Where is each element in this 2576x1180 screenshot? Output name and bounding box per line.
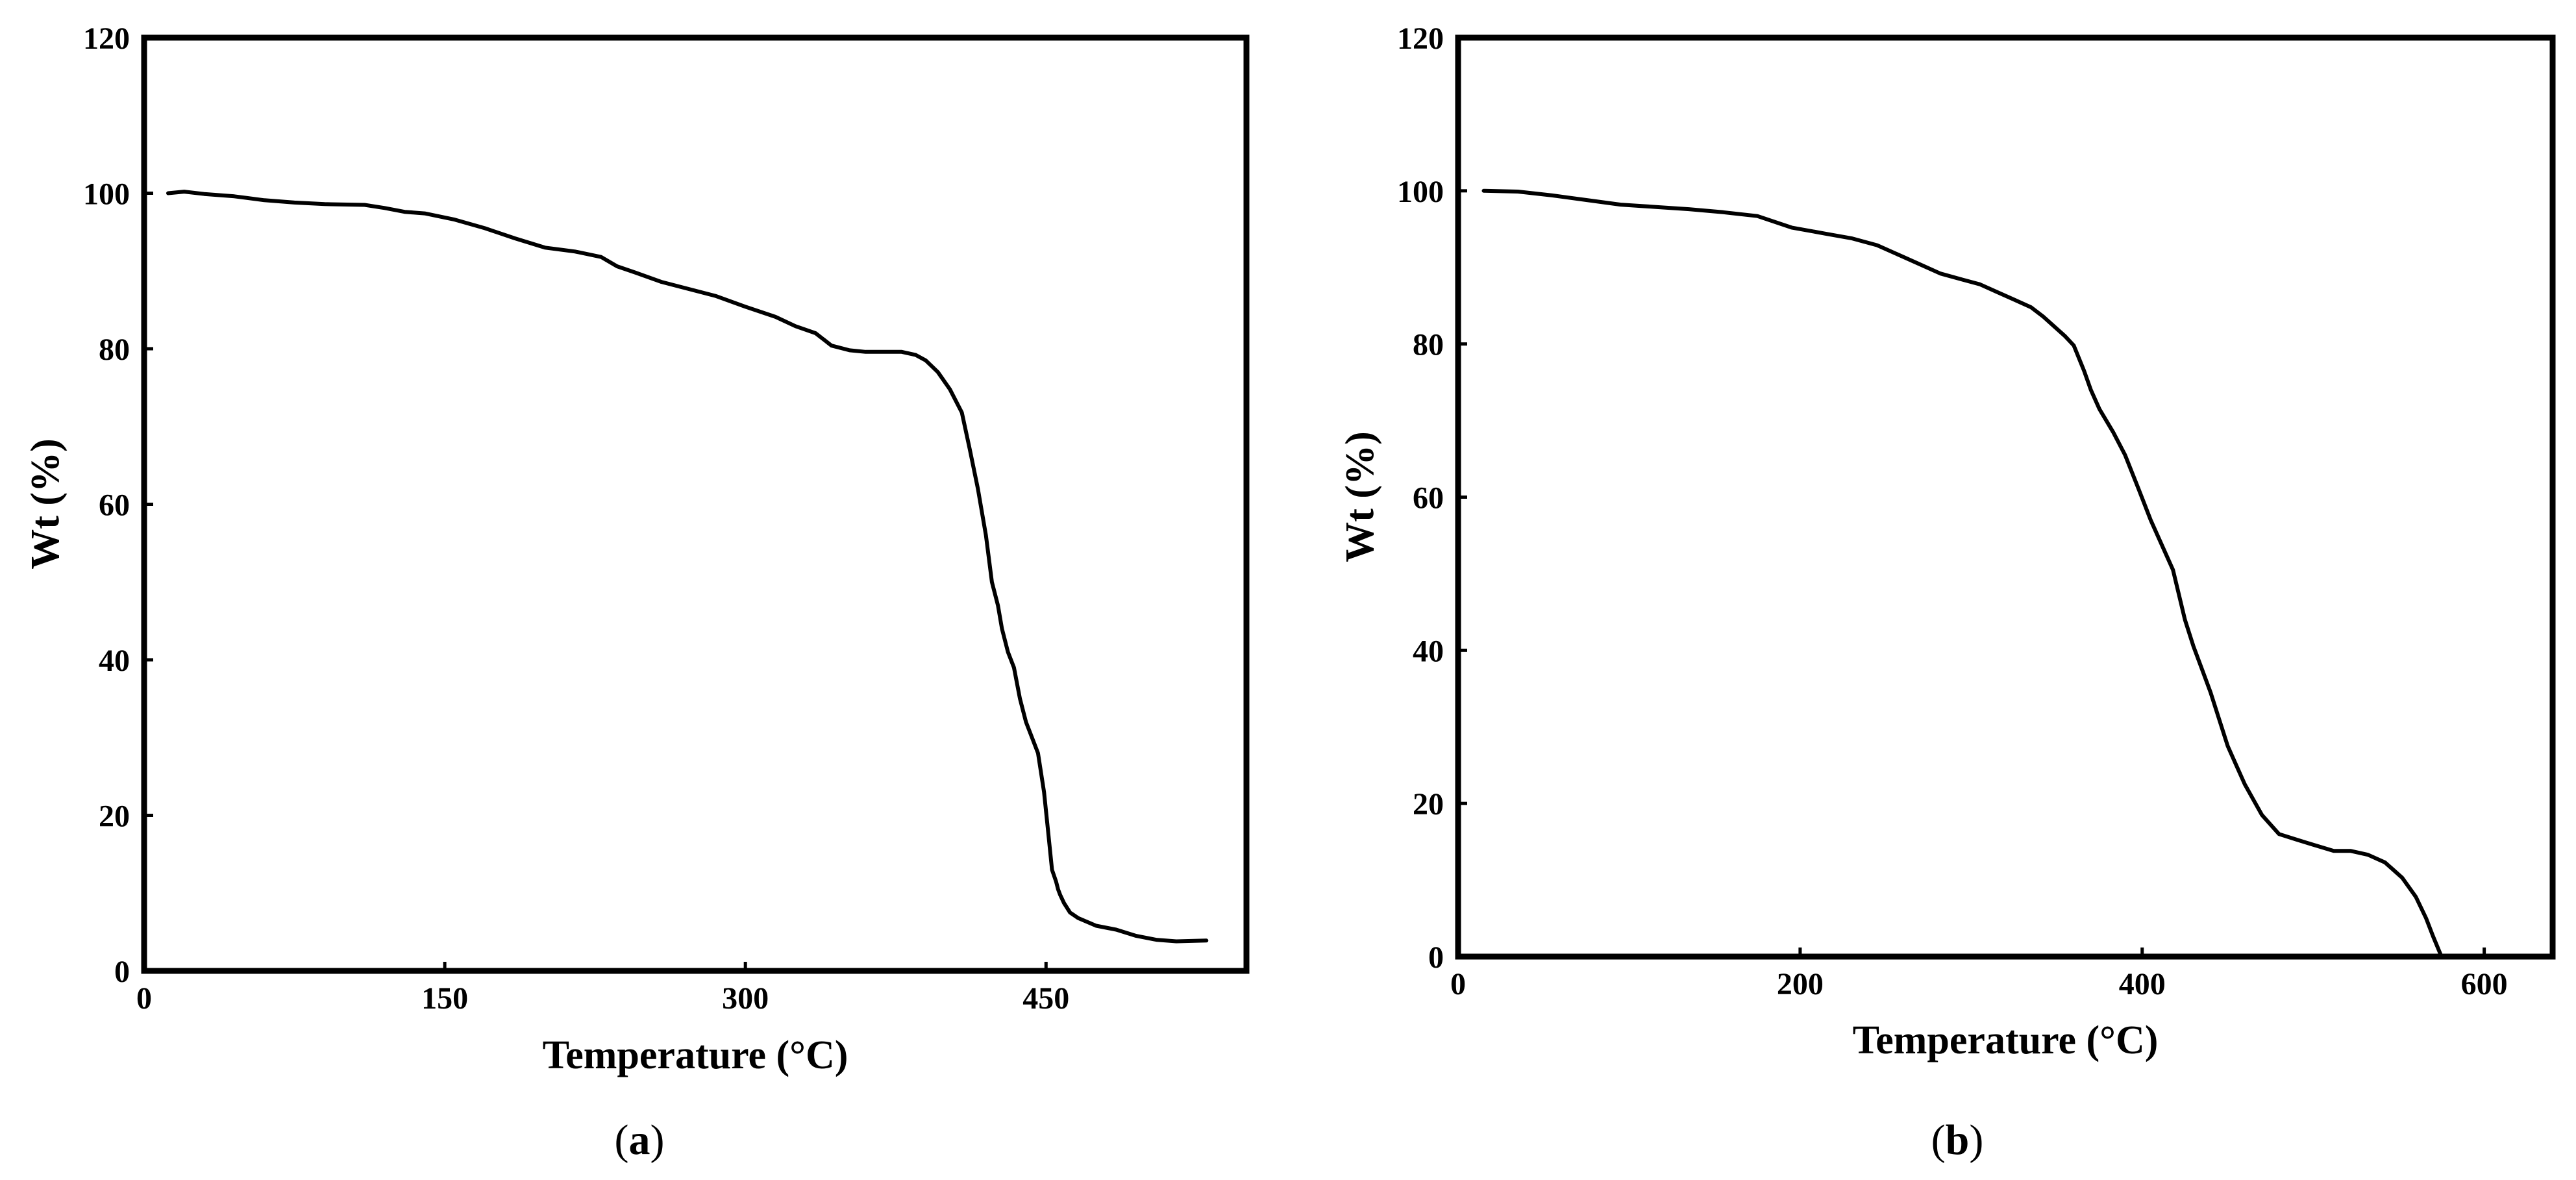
x-tick-label-a-3: 450 bbox=[1022, 981, 1069, 1016]
weight-loss-curve-b bbox=[1481, 188, 2444, 959]
y-tick-label-a-4: 80 bbox=[99, 333, 130, 367]
x-tick-label-a-1: 150 bbox=[421, 981, 468, 1016]
panel-label-a-letter: a bbox=[629, 1116, 650, 1164]
ticks-b: 0 200 400 600 0 20 40 60 80 100 120 bbox=[1397, 21, 2508, 1001]
plot-frame-a bbox=[141, 34, 1250, 974]
panel-label-b: (b) bbox=[1931, 1116, 1984, 1164]
y-tick-label-b-1: 20 bbox=[1413, 787, 1444, 822]
y-tick-label-b-3: 60 bbox=[1413, 481, 1444, 516]
y-tick-label-b-4: 80 bbox=[1413, 328, 1444, 362]
x-tick-label-b-2: 400 bbox=[2119, 967, 2166, 1001]
x-tick-label-b-1: 200 bbox=[1777, 967, 1824, 1001]
y-tick-label-a-3: 60 bbox=[99, 488, 130, 523]
y-axis-title-b: Wt (%) bbox=[1338, 431, 1382, 562]
y-axis-title-a: Wt (%) bbox=[23, 438, 68, 569]
y-tick-label-b-5: 100 bbox=[1397, 175, 1444, 209]
y-tick-label-a-1: 20 bbox=[99, 799, 130, 834]
panel-label-b-letter: b bbox=[1946, 1116, 1970, 1164]
x-axis-title-b: Temperature (°C) bbox=[1853, 1018, 2159, 1062]
y-tick-label-a-0: 0 bbox=[114, 955, 130, 989]
y-tick-label-a-5: 100 bbox=[83, 177, 130, 212]
x-tick-label-b-3: 600 bbox=[2461, 967, 2508, 1001]
panel-label-a: (a) bbox=[615, 1116, 665, 1164]
weight-loss-curve-a bbox=[166, 190, 1209, 944]
y-tick-label-b-0: 0 bbox=[1428, 940, 1444, 975]
chart-panel-b: 0 200 400 600 0 20 40 60 80 100 120 Temperature (°… bbox=[1338, 21, 2556, 1164]
y-tick-label-a-6: 120 bbox=[83, 21, 130, 56]
x-tick-label-b-0: 0 bbox=[1450, 967, 1466, 1001]
plot-frame-b bbox=[1455, 34, 2556, 960]
y-tick-label-b-2: 40 bbox=[1413, 634, 1444, 668]
x-tick-label-a-2: 300 bbox=[722, 981, 769, 1016]
y-tick-label-b-6: 120 bbox=[1397, 21, 1444, 56]
chart-panel-a: 0 150 300 450 0 20 40 60 80 100 120 Temperature (°… bbox=[23, 21, 1250, 1164]
ticks-a: 0 150 300 450 0 20 40 60 80 100 120 bbox=[83, 21, 1069, 1016]
x-tick-label-a-0: 0 bbox=[136, 981, 152, 1016]
y-tick-label-a-2: 40 bbox=[99, 644, 130, 678]
x-axis-title-a: Temperature (°C) bbox=[543, 1033, 848, 1077]
